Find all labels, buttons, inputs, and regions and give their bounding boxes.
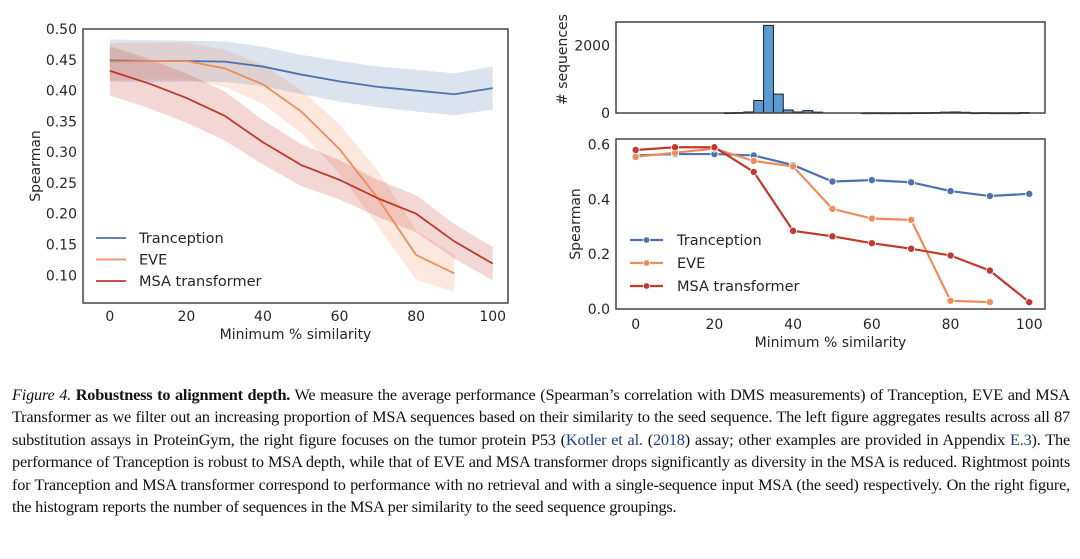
histogram-bar xyxy=(772,93,784,114)
histogram-bar xyxy=(763,24,774,114)
y-tick-label: 0.25 xyxy=(46,176,77,192)
y-tick-label: 0.50 xyxy=(46,22,77,38)
y-tick-label: 0.4 xyxy=(588,192,610,208)
caption-text: We measure the average performance (Spea… xyxy=(12,385,1070,449)
histogram-frame xyxy=(615,21,1046,114)
figure-label: Figure 4. xyxy=(12,385,72,404)
appendix-link[interactable]: E.3 xyxy=(1009,429,1032,449)
legend-label: EVE xyxy=(677,256,705,272)
data-point xyxy=(907,244,916,253)
histogram-bar xyxy=(753,100,765,114)
x-tick-label: 80 xyxy=(942,317,960,333)
y-tick-label: 0.6 xyxy=(588,137,610,153)
data-point xyxy=(867,176,876,185)
caption-text: ). The performance of Tranception is rob… xyxy=(12,429,1070,517)
x-tick-label: 100 xyxy=(479,309,506,325)
confidence-band-msa-transformer xyxy=(109,46,493,281)
data-point xyxy=(789,226,798,235)
figure-caption: Figure 4. Robustness to alignment depth.… xyxy=(12,384,1070,518)
legend-label: MSA transformer xyxy=(677,279,800,295)
y-axis-label: Spearman xyxy=(568,188,584,260)
y-axis-label: Spearman xyxy=(28,130,44,202)
series-line-tranception xyxy=(635,152,1030,198)
x-tick-label: 100 xyxy=(1016,317,1043,333)
x-tick-label: 20 xyxy=(177,309,195,325)
x-tick-label: 0 xyxy=(631,317,640,333)
left-plot-frame xyxy=(82,28,509,304)
y-tick-label: 0.0 xyxy=(588,302,610,318)
y-tick-label: 0.10 xyxy=(46,268,77,284)
y-tick-label: 0.15 xyxy=(46,238,77,254)
data-point xyxy=(907,215,916,224)
x-tick-label: 0 xyxy=(105,309,114,325)
data-point xyxy=(946,296,955,305)
x-tick-label: 80 xyxy=(407,309,425,325)
y-tick-label: 0.2 xyxy=(588,247,610,263)
y-tick-label: 0.45 xyxy=(46,53,77,69)
data-point xyxy=(828,232,837,241)
caption-text: ) assay; other examples are provided in … xyxy=(684,429,1010,449)
legend-label: Tranception xyxy=(138,231,224,247)
figure-canvas: 0 20 40 60 80 1000.100.150.200.250.300.350.40… xyxy=(28,14,1046,351)
citation-year-link[interactable]: 2018 xyxy=(652,429,685,449)
caption-text: ( xyxy=(642,429,653,449)
x-tick-label: 20 xyxy=(705,317,723,333)
confidence-band-tranception xyxy=(109,39,493,116)
citation-link[interactable]: Kotler et al. xyxy=(565,429,643,449)
y-tick-label: 0.40 xyxy=(46,84,77,100)
series-line-eve xyxy=(109,60,455,275)
y-tick-label: 2000 xyxy=(574,39,610,55)
data-point xyxy=(671,143,680,152)
data-point xyxy=(1025,298,1034,307)
data-point xyxy=(749,167,758,176)
data-point xyxy=(985,298,994,307)
y-tick-label: 0 xyxy=(601,106,610,122)
data-point xyxy=(985,266,994,275)
data-point xyxy=(946,187,955,196)
data-point xyxy=(631,145,640,154)
data-point xyxy=(789,162,798,171)
data-point xyxy=(710,143,719,152)
legend-marker xyxy=(642,236,651,244)
y-tick-label: 0.30 xyxy=(46,145,77,161)
y-tick-label: 0.35 xyxy=(46,114,77,130)
right-plot-frame xyxy=(615,138,1046,310)
data-point xyxy=(946,251,955,260)
data-point xyxy=(985,192,994,201)
data-point xyxy=(828,177,837,186)
series-line-eve xyxy=(635,147,990,304)
legend-label: MSA transformer xyxy=(139,274,262,290)
data-point xyxy=(749,156,758,165)
data-point xyxy=(867,214,876,223)
confidence-band-eve xyxy=(109,42,455,292)
x-axis-label: Minimum % similarity xyxy=(755,335,907,351)
series-line-msa-transformer xyxy=(109,70,494,265)
legend-marker xyxy=(642,282,651,290)
data-point xyxy=(828,204,837,213)
legend-marker xyxy=(642,259,651,267)
data-point xyxy=(1025,189,1034,198)
y-tick-label: 0.20 xyxy=(46,207,77,223)
x-axis-label: Minimum % similarity xyxy=(220,327,372,343)
x-tick-label: 40 xyxy=(254,309,272,325)
x-tick-label: 60 xyxy=(331,309,349,325)
x-tick-label: 60 xyxy=(863,317,881,333)
data-point xyxy=(867,239,876,248)
legend-label: Tranception xyxy=(676,233,762,249)
x-tick-label: 40 xyxy=(784,317,802,333)
legend-label: EVE xyxy=(139,253,167,269)
data-point xyxy=(631,152,640,161)
y-axis-label: # sequences xyxy=(555,14,571,105)
data-point xyxy=(907,178,916,187)
caption-title: Robustness to alignment depth. xyxy=(75,385,291,404)
